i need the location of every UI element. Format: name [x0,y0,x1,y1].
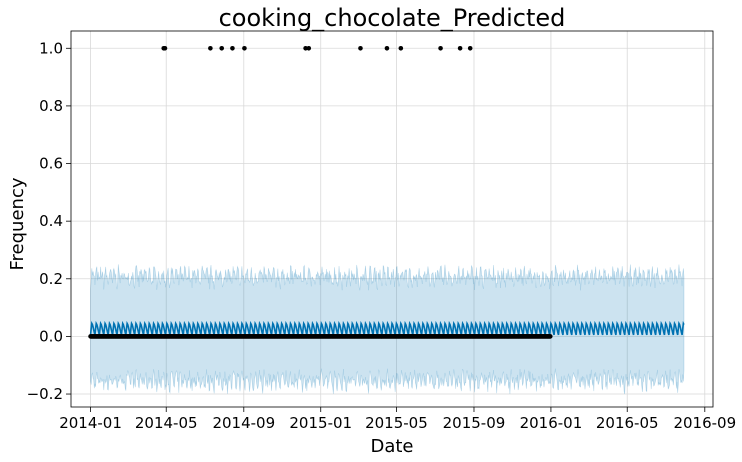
observed-point [547,334,553,339]
x-tick-label: 2014-05 [135,414,198,432]
x-axis: 2014-01 2014-05 2014-09 2015-01 2015-05 2015-… [59,407,736,432]
grid [71,31,713,407]
y-axis-label: Frequency [7,177,28,270]
observed-point-spike [384,45,390,51]
observed-points-layer [88,45,553,339]
observed-point-spike [230,45,235,51]
x-tick-label: 2015-05 [365,414,428,432]
y-tick-label: −0.2 [27,385,63,403]
y-tick-label: 0.2 [39,270,63,288]
x-tick-label: 2015-09 [443,414,506,432]
observed-point-spike [219,45,225,51]
plot-frame [70,30,714,408]
forecast-line [89,320,685,336]
observed-point-spike [208,45,213,51]
observed-point-spike [457,45,463,51]
x-tick-label: 2014-01 [59,414,122,432]
observed-point-spike [467,45,473,51]
observed-point-spike [306,45,312,51]
x-axis-label: Date [370,436,413,457]
y-tick-label: 0.6 [39,155,63,173]
x-tick-label: 2015-01 [289,414,352,432]
observed-point-spike [438,45,443,51]
x-tick-label: 2014-09 [212,414,275,432]
observed-point-spike [358,45,363,51]
observed-point-spike [303,45,308,51]
x-tick-label: 2016-09 [673,414,736,432]
y-tick-label: 0.8 [39,97,63,115]
y-tick-label: 0.4 [39,212,63,230]
y-tick-label: 0.0 [39,327,63,345]
observed-point-spike [242,45,247,51]
forecast-line-layer [89,320,685,336]
x-tick-label: 2016-05 [596,414,659,432]
observed-point-spike [398,45,404,51]
y-axis: −0.2 0.0 0.2 0.4 0.6 0.8 1.0 [27,39,71,403]
chart-title: cooking_chocolate_Predicted [219,4,566,32]
observed-point-spike [162,45,168,51]
x-tick-label: 2016-01 [520,414,583,432]
y-tick-label: 1.0 [39,39,63,57]
